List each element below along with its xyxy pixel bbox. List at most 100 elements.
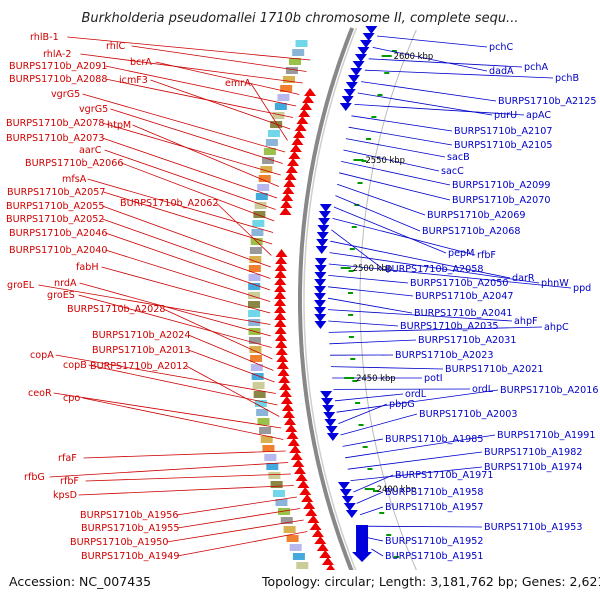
- gene-label-forward: BURPS1710b_A2024: [92, 330, 190, 341]
- reverse-gene-37: [340, 489, 352, 497]
- forward-gene-54: [303, 501, 315, 509]
- gene-label-forward: BURPS1710b_A2088: [9, 74, 107, 85]
- reverse-gene-16: [317, 232, 329, 240]
- forward-gene-20: [275, 263, 287, 271]
- reverse-gene-29: [320, 391, 332, 399]
- tick-mark-94: [377, 94, 382, 96]
- tick-mark-72: [384, 72, 389, 74]
- reverse-gene-24: [314, 293, 326, 301]
- gene-label-reverse: pchA: [524, 62, 548, 73]
- gene-label-reverse: darR: [512, 273, 535, 284]
- forward-gene-24: [274, 291, 286, 299]
- reverse-gene-38: [342, 496, 354, 504]
- gene-label-reverse: BURPS1710b_A1974: [484, 462, 582, 473]
- gene-label-forward: BURPS1710b_A2066: [25, 158, 123, 169]
- leader-line-forward: [83, 398, 284, 440]
- forward-gene-58: [312, 529, 324, 537]
- tick-mark-292: [348, 292, 353, 294]
- reverse-gene-20: [315, 265, 327, 273]
- feature-block-30: [248, 310, 260, 317]
- forward-gene-29: [275, 326, 287, 334]
- tick-mark-402: [355, 402, 360, 404]
- forward-gene-3: [298, 109, 310, 117]
- gene-label-reverse: BURPS1710b_A2031: [418, 335, 516, 346]
- forward-gene-34: [277, 361, 289, 369]
- gene-label-forward: icmF3: [119, 75, 148, 86]
- gene-label-forward: BURPS1710b_A2055: [6, 201, 104, 212]
- forward-gene-60: [317, 543, 329, 551]
- forward-gene-33: [276, 354, 288, 362]
- forward-gene-17: [279, 207, 291, 215]
- gene-label-reverse: BURPS1710b_A2003: [419, 409, 517, 420]
- gene-label-reverse: potI: [424, 373, 443, 384]
- forward-gene-32: [276, 347, 288, 355]
- leader-line-reverse: [329, 340, 416, 344]
- gene-label-forward: BURPS1710b_A1955: [81, 523, 179, 534]
- reverse-gene-12: [320, 204, 332, 212]
- gene-label-reverse: purU: [494, 110, 517, 121]
- reverse-gene-23: [314, 286, 326, 294]
- leader-line-reverse: [377, 36, 487, 47]
- reverse-gene-long: [352, 525, 372, 562]
- reverse-gene-21: [314, 272, 326, 280]
- feature-block-23: [250, 247, 262, 254]
- gene-label-reverse: BURPS1710b_A2035: [400, 321, 498, 332]
- reverse-gene-3: [357, 47, 369, 55]
- gene-label-reverse: pepM: [448, 248, 474, 259]
- gene-label-reverse: BURPS1710b_A2047: [415, 291, 513, 302]
- gene-label-reverse: ppd: [573, 283, 591, 294]
- forward-gene-51: [297, 480, 309, 488]
- feature-block-57: [293, 553, 305, 560]
- forward-gene-42: [284, 417, 296, 425]
- forward-gene-11: [286, 165, 298, 173]
- feature-block-46: [264, 454, 276, 461]
- tick-mark-226: [352, 226, 357, 228]
- topology-text: Topology: circular; Length: 3,181,762 bp…: [261, 574, 600, 589]
- leader-line-reverse: [367, 538, 383, 541]
- forward-gene-55: [305, 508, 317, 516]
- tick-mark-358: [350, 358, 355, 360]
- leader-line-reverse: [328, 287, 413, 296]
- kbp-tick-label: 2550 kbp: [365, 155, 404, 165]
- feature-block-16: [257, 184, 269, 191]
- gene-label-forward: vgrG5: [51, 89, 80, 100]
- gene-label-forward: BURPS1710b_A2057: [7, 187, 105, 198]
- gene-label-forward: rfaF: [58, 453, 77, 464]
- leader-line-forward: [102, 219, 270, 279]
- leader-line-forward: [102, 206, 270, 267]
- feature-block-56: [290, 544, 302, 551]
- feature-block-43: [259, 427, 271, 434]
- reverse-gene-30: [321, 398, 333, 406]
- gene-label-forward: nrdA: [54, 278, 77, 289]
- gene-label-reverse: pchC: [489, 42, 513, 53]
- feature-block-55: [287, 535, 299, 542]
- leader-line-reverse: [328, 321, 398, 326]
- forward-gene-5: [295, 123, 307, 131]
- gene-label-reverse: ahpF: [514, 316, 538, 327]
- gene-label-reverse: BURPS1710b_A1957: [385, 502, 483, 513]
- gene-label-reverse: pbpG: [389, 399, 415, 410]
- forward-gene-59: [314, 536, 326, 544]
- leader-line-reverse: [361, 82, 496, 101]
- gene-label-forward: emrA: [225, 78, 251, 89]
- forward-gene-53: [301, 494, 313, 502]
- gene-label-reverse: BURPS1710b_A2105: [454, 140, 552, 151]
- forward-gene-56: [307, 515, 319, 523]
- leader-line-forward: [132, 46, 307, 72]
- reverse-gene-5: [353, 61, 365, 69]
- forward-gene-7: [291, 137, 303, 145]
- forward-gene-21: [274, 270, 286, 278]
- reverse-gene-6: [350, 68, 362, 76]
- feature-block-41: [256, 409, 268, 416]
- reverse-gene-14: [318, 218, 330, 226]
- gene-label-forward: rfbG: [24, 472, 45, 483]
- leader-line-forward: [79, 486, 294, 496]
- gene-label-forward: cpo: [63, 393, 80, 404]
- feature-block-54: [284, 526, 296, 533]
- forward-gene-62: [322, 557, 334, 565]
- gene-label-reverse: BURPS1710b_A2070: [452, 195, 550, 206]
- forward-gene-40: [282, 403, 294, 411]
- forward-gene-38: [280, 389, 292, 397]
- gene-label-reverse: dadA: [489, 66, 514, 77]
